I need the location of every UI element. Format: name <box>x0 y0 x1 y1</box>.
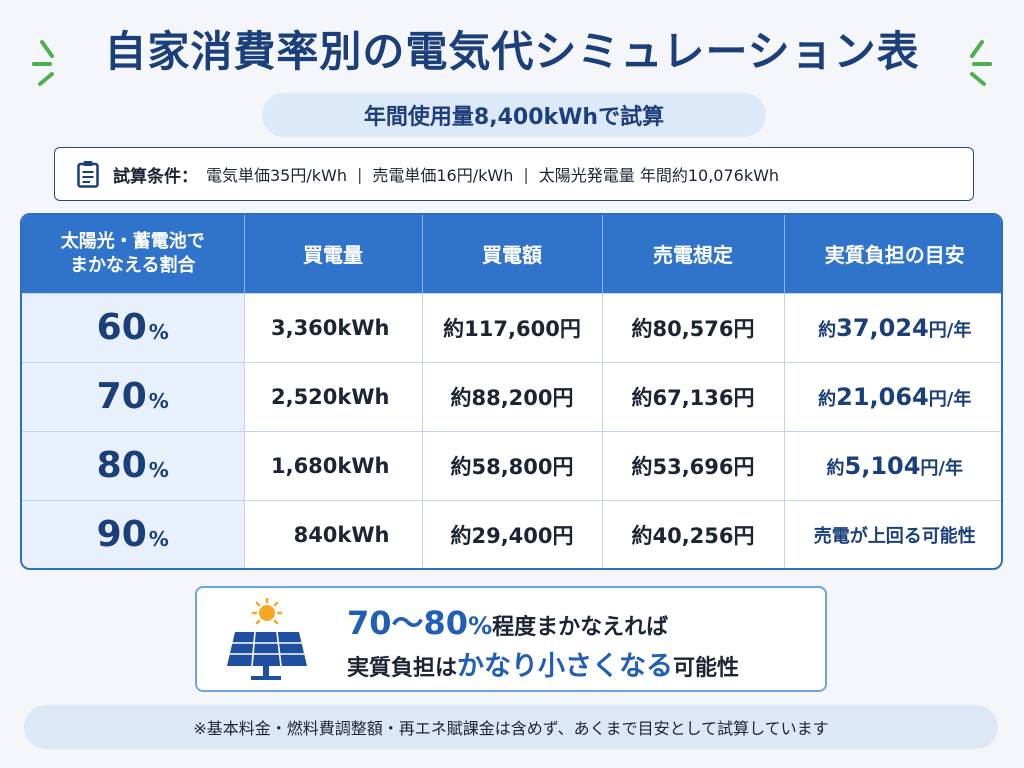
highlight-line2-a: 実質負担は <box>347 656 458 681</box>
coverage-cell: 90% <box>22 499 245 568</box>
table-row: 90% 840kWh 約29,400円 約40,256円 売電が上回る可能性 <box>22 499 1001 568</box>
sun-icon <box>251 598 283 625</box>
burden-prefix: 約 <box>826 457 845 479</box>
subtitle: 年間使用量8,400kWhで試算 <box>363 105 665 130</box>
burden-cell: 約21,064円/年 <box>784 361 1001 431</box>
sell-income-cell: 約53,696円 <box>602 430 785 500</box>
title-area: 自家消費率別の電気代シミュレーション表 <box>0 18 1024 86</box>
highlight-box: 70～80%程度まかなえれば 実質負担はかなり小さくなる可能性 <box>195 586 827 692</box>
solar-panel-icon <box>227 598 307 680</box>
burden-cell: 売電が上回る可能性 <box>784 499 1001 568</box>
percent-unit: % <box>148 320 169 344</box>
burden-unit: 円/年 <box>928 388 972 410</box>
clipboard-icon <box>77 161 99 188</box>
percent-unit: % <box>148 389 169 413</box>
coverage-cell: 60% <box>22 292 245 362</box>
header-burden: 実質負担の目安 <box>784 215 1001 293</box>
purchase-kwh-cell: 2,520kWh <box>244 361 423 431</box>
purchase-cost-cell: 約58,800円 <box>422 430 603 500</box>
highlight-line1: 70～80%程度まかなえれば <box>347 598 668 644</box>
conditions-label: 試算条件： <box>113 166 198 187</box>
condition-item: 売電単価16円/kWh <box>372 166 514 185</box>
coverage-value: 60 <box>96 307 147 348</box>
highlight-percent: % <box>468 612 493 640</box>
burden-prefix: 約 <box>818 388 837 410</box>
purchase-cost-cell: 約29,400円 <box>422 499 603 568</box>
burden-unit: 円/年 <box>928 319 972 341</box>
purchase-cost-cell: 約117,600円 <box>422 292 603 362</box>
header-coverage: 太陽光・蓄電池で まかなえる割合 <box>22 215 245 293</box>
table-row: 80% 1,680kWh 約58,800円 約53,696円 約5,104円/年 <box>22 430 1001 500</box>
footnote-pill: ※基本料金・燃料費調整額・再エネ賦課金は含めず、あくまで目安として試算しています <box>24 705 998 749</box>
subtitle-pill: 年間使用量8,400kWhで試算 <box>262 93 766 137</box>
table-header-row: 太陽光・蓄電池で まかなえる割合 買電量 買電額 売電想定 実質負担の目安 <box>22 215 1001 293</box>
purchase-kwh-cell: 3,360kWh <box>244 292 423 362</box>
burden-amount: 5,104 <box>844 451 921 480</box>
purchase-kwh-cell: 1,680kWh <box>244 430 423 500</box>
header-purchase-kwh: 買電量 <box>244 215 423 293</box>
burden-cell: 約5,104円/年 <box>784 430 1001 500</box>
purchase-kwh-cell: 840kWh <box>244 499 423 568</box>
simulation-table: 太陽光・蓄電池で まかなえる割合 買電量 買電額 売電想定 実質負担の目安 60… <box>20 213 1003 570</box>
header-sell-income: 売電想定 <box>602 215 785 293</box>
coverage-value: 80 <box>96 445 147 486</box>
percent-unit: % <box>148 458 169 482</box>
header-coverage-line2: まかなえる割合 <box>70 254 196 276</box>
burden-amount: 21,064 <box>836 382 929 411</box>
coverage-value: 70 <box>96 376 147 417</box>
condition-item: 太陽光発電量 年間約10,076kWh <box>538 166 780 185</box>
sell-income-cell: 約80,576円 <box>602 292 785 362</box>
sell-income-cell: 約67,136円 <box>602 361 785 431</box>
burden-amount: 37,024 <box>836 313 929 342</box>
highlight-range: 70～80 <box>347 604 469 642</box>
coverage-value: 90 <box>96 514 147 556</box>
header-purchase-cost: 買電額 <box>422 215 603 293</box>
sparkle-icon <box>32 40 54 86</box>
page-title: 自家消費率別の電気代シミュレーション表 <box>104 26 920 76</box>
condition-item: 電気単価35円/kWh <box>206 166 347 185</box>
header-coverage-line1: 太陽光・蓄電池で <box>60 230 205 252</box>
highlight-line2-b: かなり小さくなる <box>457 651 674 682</box>
sell-income-cell: 約40,256円 <box>602 499 785 568</box>
footnote: ※基本料金・燃料費調整額・再エネ賦課金は含めず、あくまで目安として試算しています <box>193 719 829 738</box>
burden-prefix: 約 <box>818 319 837 341</box>
conditions-box: 試算条件： 電気単価35円/kWh | 売電単価16円/kWh | 太陽光発電量… <box>54 147 974 201</box>
table-row: 60% 3,360kWh 約117,600円 約80,576円 約37,024円… <box>22 292 1001 362</box>
highlight-line2-c: 可能性 <box>673 656 740 681</box>
sparkle-icon <box>970 40 992 86</box>
percent-unit: % <box>148 527 169 552</box>
highlight-line2: 実質負担はかなり小さくなる可能性 <box>347 644 739 683</box>
table-row: 70% 2,520kWh 約88,200円 約67,136円 約21,064円/… <box>22 361 1001 431</box>
burden-cell: 約37,024円/年 <box>784 292 1001 362</box>
burden-unit: 円/年 <box>920 457 963 479</box>
coverage-cell: 70% <box>22 361 245 431</box>
purchase-cost-cell: 約88,200円 <box>422 361 603 431</box>
coverage-cell: 80% <box>22 430 245 500</box>
separator: | <box>356 164 363 184</box>
separator: | <box>523 164 529 184</box>
highlight-line1-rest: 程度まかなえれば <box>492 615 669 640</box>
burden-note: 売電が上回る可能性 <box>813 525 976 547</box>
